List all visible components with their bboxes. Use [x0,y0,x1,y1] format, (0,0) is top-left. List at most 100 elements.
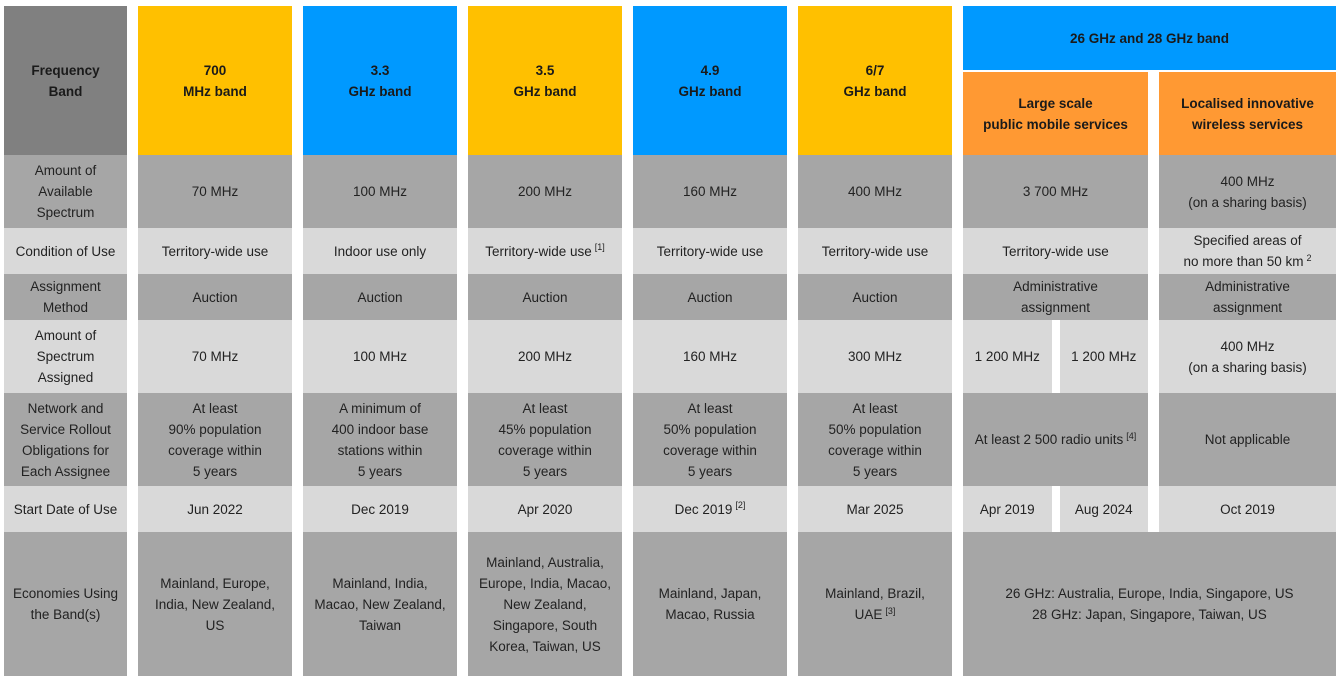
cell-text: At least 50% population coverage within … [828,400,922,479]
cell-text-wrap: 400 MHz (on a sharing basis) [1188,171,1307,213]
cell-text: At least 45% population coverage within … [498,400,592,479]
table-cell: Mainland, India, Macao, New Zealand, Tai… [303,532,457,676]
cell-text-wrap: 160 MHz [683,181,737,202]
table-cell: Auction [468,274,622,320]
table-cell: Administrative assignment [963,274,1148,320]
cell-text-wrap: Specified areas of no more than 50 km 2 [1183,230,1311,272]
header-cell: 700 MHz band [138,6,292,155]
cell-text: Auction [687,289,733,305]
table-cell: Territory-wide use [963,228,1148,274]
row-label-text: Amount of Available Spectrum [34,163,97,220]
cell-text: 400 MHz (on a sharing basis) [1188,173,1307,210]
cell-text: Territory-wide use [485,243,592,259]
header-text: 4.9 GHz band [678,62,742,99]
cell-text-wrap: 400 MHz (on a sharing basis) [1188,336,1307,378]
cell-text: Mainland, Brazil, UAE [825,586,925,622]
cell-text-wrap: 1 200 MHz [1071,346,1136,367]
table-cell: Indoor use only [303,228,457,274]
row-label-text: Network and Service Rollout Obligations … [20,400,111,479]
cell-text: 100 MHz [352,184,408,199]
cell-text: Dec 2019 [351,501,409,517]
row-label: Economies Using the Band(s) [4,532,127,676]
cell-text-wrap: At least 45% population coverage within … [498,398,592,482]
cell-text-wrap: Not applicable [1205,429,1291,450]
table-cell: Territory-wide use [138,228,292,274]
table-cell: Oct 2019 [1159,486,1336,532]
cell-text-wrap: 100 MHz [353,346,407,367]
cell-text-wrap: Jun 2022 [187,499,243,520]
table-cell: Dec 2019 [303,486,457,532]
table-cell: 1 200 MHz [963,320,1052,393]
table-cell: Specified areas of no more than 50 km 2 [1159,228,1336,274]
header-text: 26 GHz and 28 GHz band [1069,30,1230,46]
table-cell: Territory-wide use [1] [468,228,622,274]
cell-text-wrap: 300 MHz [848,346,902,367]
table-cell: Apr 2019 [963,486,1052,532]
table-cell: 400 MHz [798,155,952,228]
table-cell: Administrative assignment [1159,274,1336,320]
cell-text: Territory-wide use [161,243,269,259]
table-cell: Territory-wide use [798,228,952,274]
cell-text: 160 MHz [682,349,738,364]
cell-text-wrap: 200 MHz [518,346,572,367]
table-cell: 100 MHz [303,320,457,393]
cell-text: At least 50% population coverage within … [663,400,757,479]
table-cell: 400 MHz (on a sharing basis) [1159,155,1336,228]
table-cell: 200 MHz [468,155,622,228]
header-text: 700 MHz band [183,62,247,99]
cell-text-wrap: Territory-wide use [657,241,764,262]
header-text: Large scale public mobile services [983,95,1128,132]
cell-text-wrap: Mainland, Japan, Macao, Russia [659,583,762,625]
table-cell: Auction [303,274,457,320]
cell-text-wrap: 400 MHz [848,181,902,202]
cell-text-wrap: Territory-wide use [822,241,929,262]
cell-text: Apr 2019 [979,501,1035,517]
cell-text: Administrative assignment [1013,279,1098,315]
cell-text-wrap: Aug 2024 [1075,499,1133,520]
table-cell: Auction [633,274,787,320]
table-cell: At least 90% population coverage within … [138,393,292,486]
header-text: 3.5 GHz band [513,62,577,99]
row-label: Network and Service Rollout Obligations … [4,393,127,486]
table-cell: Aug 2024 [1059,486,1148,532]
cell-text: 26 GHz: Australia, Europe, India, Singap… [1005,586,1294,622]
header-cell: Frequency Band [4,6,127,155]
cell-text-wrap: Apr 2020 [518,499,573,520]
table-cell: 300 MHz [798,320,952,393]
cell-text: 70 MHz [191,349,239,364]
cell-text-wrap: Mainland, India, Macao, New Zealand, Tai… [314,573,445,636]
cell-text-wrap: Indoor use only [334,241,426,262]
table-cell: Mainland, Japan, Macao, Russia [633,532,787,676]
footnote-mark: [2] [735,500,746,510]
cell-text-wrap: Mar 2025 [846,499,903,520]
table-cell: 100 MHz [303,155,457,228]
row-label-text: Economies Using the Band(s) [12,586,119,622]
cell-text: At least 90% population coverage within … [168,400,262,479]
cell-text-wrap: Auction [192,287,237,308]
cell-text: 400 MHz (on a sharing basis) [1188,338,1307,375]
table-cell: Mainland, Australia, Europe, India, Maca… [468,532,622,676]
row-label: Amount of Spectrum Assigned [4,320,127,393]
table-cell: Mainland, Brazil, UAE [3] [798,532,952,676]
table-cell: At least 50% population coverage within … [633,393,787,486]
cell-text: 400 MHz [847,184,903,199]
cell-text: A minimum of 400 indoor base stations wi… [331,400,429,479]
cell-text-wrap: Mainland, Europe, India, New Zealand, US [155,573,275,636]
cell-text: Oct 2019 [1220,501,1275,517]
cell-text: Territory-wide use [821,243,929,259]
cell-text-wrap: Territory-wide use [1002,241,1109,262]
footnote-mark: 2 [1306,252,1312,263]
cell-text: Mainland, India, Macao, New Zealand, Tai… [314,575,446,633]
cell-text-wrap: Mainland, Australia, Europe, India, Maca… [479,552,611,657]
cell-text-wrap: Administrative assignment [1205,276,1290,318]
footnote-mark: [4] [1126,430,1137,441]
footnote-mark: [1] [594,242,605,252]
table-cell: Mainland, Europe, India, New Zealand, US [138,532,292,676]
cell-text: At least 2 500 radio units [974,432,1124,447]
cell-text: Not applicable [1204,432,1291,447]
table-cell: Jun 2022 [138,486,292,532]
cell-text: Auction [357,289,403,305]
cell-text-wrap: Auction [852,287,897,308]
header-text: Localised innovative wireless services [1181,95,1314,132]
